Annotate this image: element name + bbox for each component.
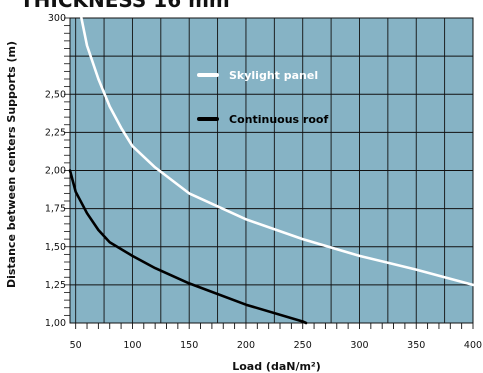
- x-tick-labels: 50 100 150 200 250 300 350 400: [70, 340, 482, 351]
- y-tick-label: 1,50: [45, 242, 66, 253]
- legend-label: Continuous roof: [229, 113, 328, 126]
- y-tick-label: 300: [48, 13, 66, 24]
- y-tick-label: 2,50: [45, 89, 66, 100]
- y-axis-label: Distance between centers Supports (m): [5, 41, 18, 288]
- y-tick-label: 2,00: [45, 166, 66, 177]
- minor-ticks: [64, 17, 474, 329]
- y-tick-labels: 1,00 1,25 1,50 1,75 2,00 2,25 2,50 300: [45, 13, 66, 329]
- x-tick-label: 300: [350, 340, 368, 351]
- y-tick-label: 1,75: [45, 204, 66, 215]
- x-tick-label: 350: [407, 340, 425, 351]
- x-tick-label: 200: [237, 340, 255, 351]
- grid-lines: [70, 17, 474, 324]
- series-line-skylight-panel: [80, 16, 475, 287]
- series-line-continuous-roof: [68, 169, 308, 325]
- x-axis-label: Load (daN/m²): [232, 360, 321, 373]
- x-tick-label: 150: [180, 340, 198, 351]
- series-layer: [68, 16, 475, 325]
- legend-label: Skylight panel: [229, 69, 318, 82]
- x-tick-label: 400: [464, 340, 482, 351]
- y-tick-label: 1,00: [45, 318, 66, 329]
- x-tick-label: 250: [294, 340, 312, 351]
- chart-title: THICKNESS 16 mm: [20, 0, 230, 12]
- y-tick-label: 1,25: [45, 280, 66, 291]
- x-tick-label: 50: [70, 340, 82, 351]
- legend: Skylight panel Continuous roof: [197, 69, 328, 126]
- y-tick-label: 2,25: [45, 127, 66, 138]
- x-tick-label: 100: [123, 340, 141, 351]
